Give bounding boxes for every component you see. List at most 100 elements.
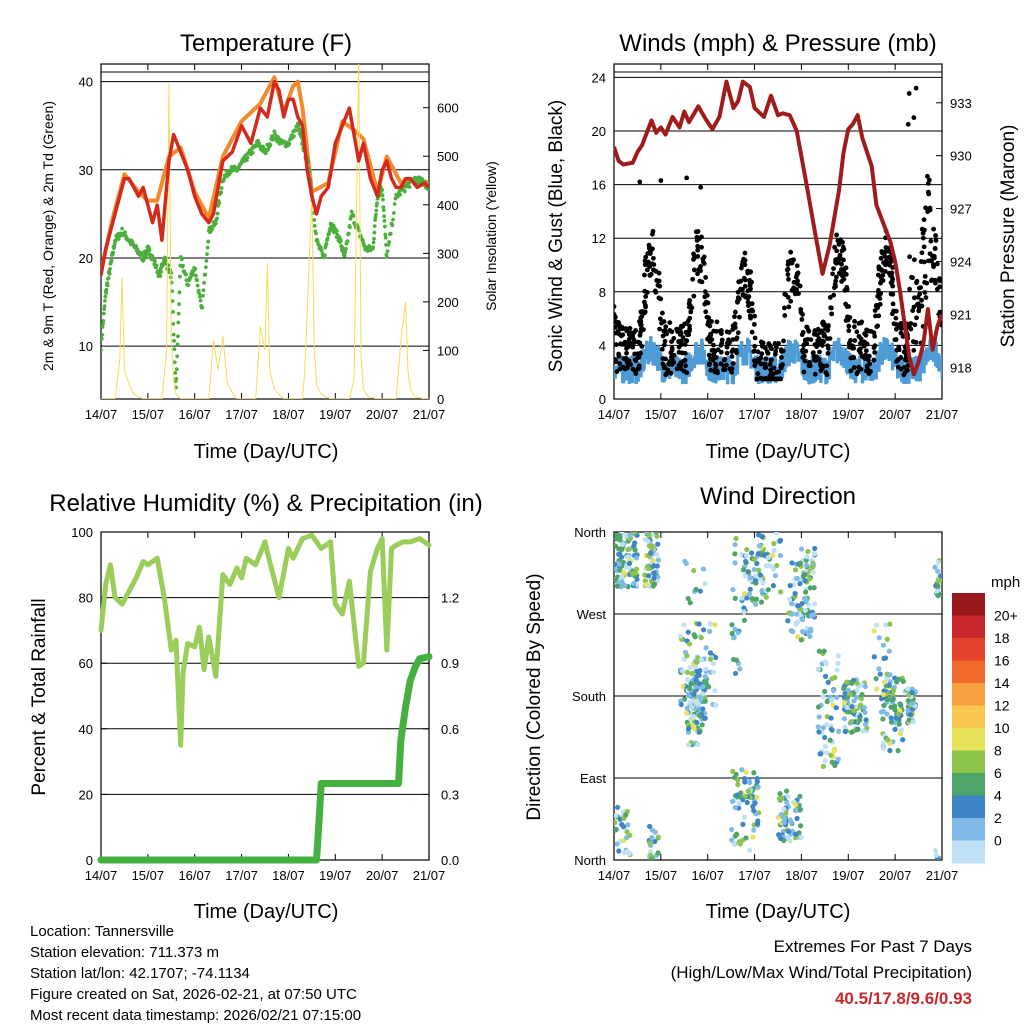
dewpoint-point [205, 252, 209, 256]
direction-point [685, 676, 691, 683]
direction-point [690, 698, 696, 704]
y-tick-label-right: 927 [950, 202, 972, 217]
gust-point [890, 291, 896, 297]
gust-point [934, 261, 940, 267]
dewpoint-point [170, 299, 175, 303]
direction-point [798, 637, 804, 643]
gust-point [928, 238, 934, 244]
direction-point [741, 605, 747, 611]
direction-point [800, 629, 806, 635]
gust-point [871, 345, 877, 351]
direction-point [616, 561, 622, 567]
gust-point [826, 323, 831, 328]
direction-point [757, 576, 763, 582]
gust-point [825, 350, 831, 356]
direction-point [900, 678, 906, 684]
gust-point [874, 324, 880, 330]
direction-point [777, 552, 784, 559]
direction-point [834, 694, 840, 701]
station-latlon: Station lat/lon: 42.1707; -74.1134 [30, 965, 250, 982]
gust-point [814, 354, 820, 360]
gust-point [663, 356, 668, 362]
gust-point [659, 310, 665, 316]
direction-point [752, 556, 758, 563]
direction-point [871, 628, 877, 634]
gust-point [676, 338, 682, 344]
gust-point [691, 267, 697, 273]
dewpoint-point [215, 216, 219, 221]
gust-point [827, 295, 833, 300]
direction-point [626, 560, 633, 566]
gust-point [818, 368, 824, 373]
direction-point [815, 724, 821, 730]
direction-point [932, 848, 939, 854]
x-tick-label: 18/07 [785, 407, 818, 422]
gust-point [933, 238, 939, 243]
direction-point [892, 726, 898, 733]
gust-point [639, 314, 645, 320]
gust-point [925, 189, 931, 195]
direction-point [848, 691, 854, 697]
dewpoint-point [372, 230, 377, 235]
direction-point [910, 719, 916, 725]
direction-point [810, 569, 816, 575]
gust-point [635, 351, 641, 357]
direction-point [693, 586, 699, 592]
direction-point [884, 711, 890, 717]
gust-point [894, 322, 899, 327]
dewpoint-point [201, 293, 205, 298]
direction-point [700, 627, 707, 633]
direction-point [651, 570, 657, 576]
dewpoint-point [219, 186, 224, 190]
direction-point [740, 567, 746, 573]
gust-point [767, 362, 773, 367]
dewpoint-point [158, 274, 163, 278]
gust-point [688, 309, 694, 315]
direction-point [794, 815, 800, 822]
dewpoint-point [388, 231, 393, 236]
gust-point [691, 293, 697, 299]
direction-point [897, 731, 904, 737]
gust-point [703, 309, 709, 315]
direction-point [777, 538, 783, 544]
direction-point [621, 569, 627, 576]
gust-point [732, 314, 737, 320]
gust-point [702, 289, 708, 295]
dewpoint-point [120, 226, 124, 231]
direction-point [771, 547, 777, 554]
direction-point [883, 622, 889, 628]
gust-point [788, 257, 794, 263]
gust-point [730, 323, 736, 329]
gust-point [714, 368, 720, 374]
dewpoint-point [382, 224, 387, 229]
direction-point [698, 657, 704, 663]
direction-point [905, 686, 911, 692]
x-tick-label: 14/07 [598, 868, 631, 883]
gust-point [680, 335, 686, 340]
dewpoint-point [177, 302, 181, 307]
x-tick-label: 20/07 [366, 868, 399, 883]
direction-point [732, 595, 738, 601]
direction-point [859, 691, 865, 698]
direction-point [844, 679, 850, 685]
gust-point [832, 244, 838, 250]
direction-point [880, 745, 886, 752]
gust-point [627, 325, 633, 331]
direction-point [835, 660, 841, 667]
dewpoint-point [382, 214, 386, 219]
direction-point [774, 532, 780, 536]
dewpoint-point [372, 236, 376, 241]
y-tick-label-right: 0 [437, 392, 444, 407]
gust-point [665, 367, 671, 373]
colorbar-swatch [952, 773, 985, 796]
direction-point [785, 834, 791, 841]
direction-point [616, 848, 622, 854]
direction-point [827, 737, 833, 743]
direction-point [729, 826, 735, 833]
gust-point [642, 299, 647, 305]
y-tick-label-right: 918 [950, 360, 972, 375]
gust-point [928, 278, 934, 284]
dewpoint-point [343, 250, 348, 254]
direction-point [881, 702, 887, 709]
direction-point [684, 705, 690, 711]
